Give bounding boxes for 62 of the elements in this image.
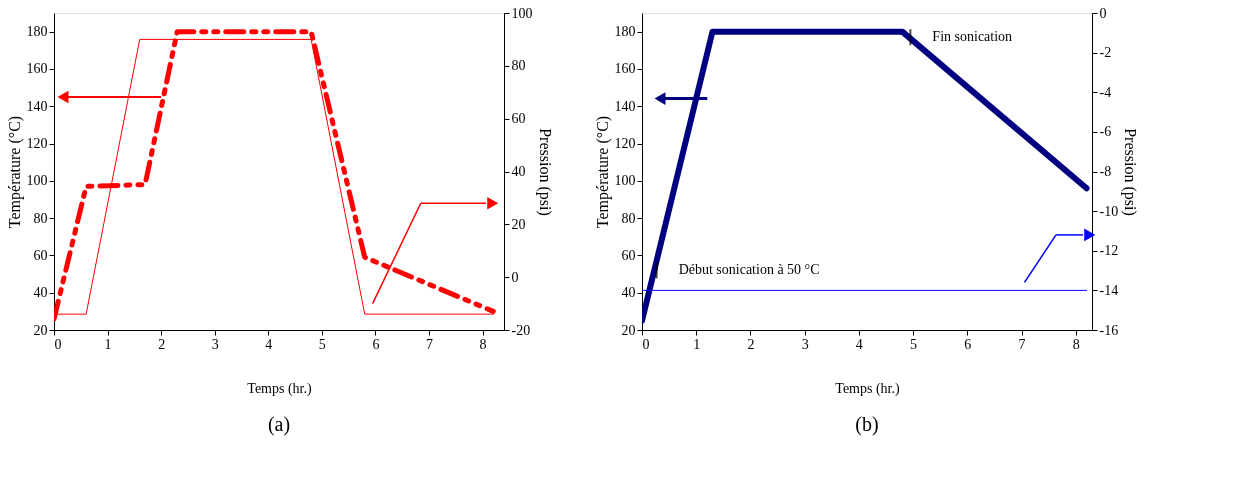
- text: (a): [267, 413, 291, 436]
- y2-tick-label: 40: [511, 164, 526, 179]
- y-tick-label: 100: [614, 173, 636, 189]
- y-tick-label: 120: [26, 136, 48, 152]
- x-tick-label: 1: [693, 336, 701, 352]
- y2-tick-label: -20: [511, 322, 531, 338]
- y-axis-title: Température (°C): [5, 115, 24, 229]
- y-tick-label: 40: [621, 285, 636, 301]
- annotation: Fin sonication: [932, 29, 1013, 45]
- x-axis-title: Temps (hr.): [247, 380, 313, 397]
- y2-tick-label: 100: [511, 5, 533, 21]
- x-tick-label: 4: [265, 336, 273, 352]
- text: (b): [855, 413, 879, 436]
- y-axis-title: Température (°C): [593, 115, 612, 229]
- y2-tick-label: 0: [511, 269, 519, 285]
- annotation: Début sonication à 50 °C: [678, 262, 820, 278]
- y2-tick-label: -6: [1099, 124, 1112, 140]
- y2-tick-label: -8: [1099, 164, 1112, 179]
- y-tick-label: 60: [621, 247, 636, 263]
- y-tick-label: 80: [33, 210, 48, 226]
- y-tick-label: 20: [33, 322, 48, 338]
- x-tick-label: 7: [426, 336, 433, 352]
- y-tick-label: 180: [26, 24, 48, 40]
- y-tick-label: 80: [621, 210, 636, 226]
- y2-axis-title: Pression (psi): [1121, 128, 1140, 216]
- y2-axis-title: Pression (psi): [535, 128, 554, 216]
- x-tick-label: 2: [158, 336, 166, 352]
- y-tick-label: 140: [614, 98, 636, 114]
- x-tick-label: 6: [372, 336, 380, 352]
- x-axis-title: Temps (hr.): [835, 380, 901, 397]
- y2-tick-label: 60: [511, 111, 526, 127]
- y2-tick-label: -16: [1099, 322, 1119, 338]
- y-tick-label: 160: [26, 61, 48, 77]
- x-tick-label: 3: [211, 336, 219, 352]
- y2-tick-label: -10: [1099, 203, 1119, 219]
- x-tick-label: 4: [855, 336, 863, 352]
- x-tick-label: 2: [747, 336, 755, 352]
- y-tick-label: 60: [33, 247, 48, 263]
- y2-tick-label: 20: [511, 216, 526, 232]
- y2-tick-label: -14: [1099, 282, 1119, 298]
- x-tick-label: 6: [964, 336, 972, 352]
- y2-tick-label: -2: [1099, 45, 1112, 61]
- x-tick-label: 7: [1018, 336, 1026, 352]
- y-tick-label: 140: [26, 98, 48, 114]
- y-tick-label: 120: [614, 136, 636, 152]
- y-tick-label: 100: [26, 173, 48, 189]
- x-tick-label: 0: [54, 336, 62, 352]
- y2-tick-label: 80: [511, 58, 526, 74]
- x-tick-label: 5: [318, 336, 326, 352]
- x-tick-label: 8: [1072, 336, 1080, 352]
- x-tick-label: 1: [104, 336, 112, 352]
- y-tick-label: 160: [614, 61, 636, 77]
- y2-tick-label: -4: [1099, 84, 1112, 100]
- y2-tick-label: 0: [1099, 5, 1107, 21]
- y-tick-label: 180: [614, 24, 636, 40]
- x-tick-label: 3: [801, 336, 809, 352]
- y-tick-label: 40: [33, 285, 48, 301]
- x-tick-label: 5: [910, 336, 918, 352]
- y2-tick-label: -12: [1099, 243, 1119, 259]
- y-tick-label: 20: [621, 322, 636, 338]
- x-tick-label: 0: [642, 336, 650, 352]
- x-tick-label: 8: [479, 336, 487, 352]
